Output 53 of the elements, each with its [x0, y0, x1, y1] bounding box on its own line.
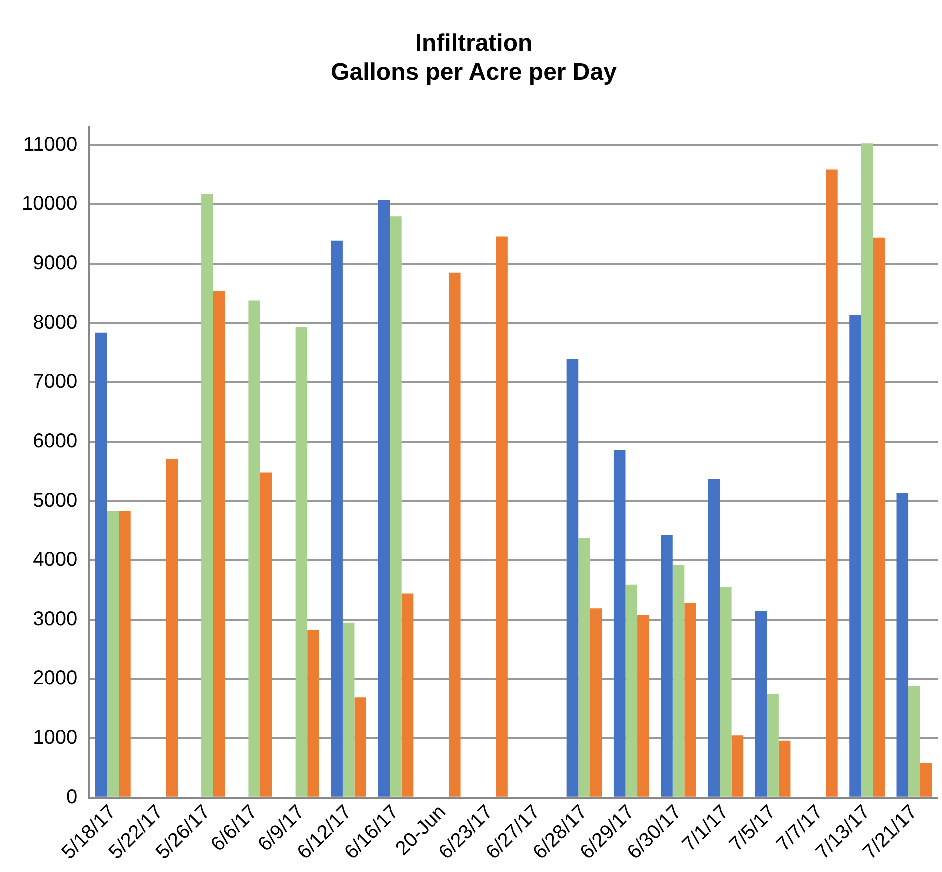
bar [496, 236, 508, 797]
bar [684, 603, 696, 797]
bar [755, 611, 768, 797]
bar [590, 608, 602, 797]
bar [342, 622, 355, 797]
bar [378, 200, 390, 797]
bar [119, 511, 131, 797]
y-tick-label: 5000 [33, 490, 78, 512]
bar [166, 459, 178, 797]
bar [614, 450, 626, 797]
y-tick-label: 2000 [33, 668, 78, 690]
bar [248, 300, 260, 797]
y-tick-label: 4000 [33, 549, 78, 572]
bar [672, 565, 685, 797]
y-tick-label: 11000 [23, 134, 78, 156]
y-tick-label: 8000 [33, 312, 78, 334]
bar [96, 332, 108, 797]
y-tick-label: 6000 [33, 430, 78, 452]
bar [861, 144, 874, 797]
bar [826, 170, 838, 797]
bar [260, 472, 272, 797]
y-tick-label: 10000 [22, 193, 78, 216]
bar [213, 291, 226, 797]
bar [390, 216, 402, 797]
bar [578, 538, 590, 797]
y-tick-label: 9000 [33, 252, 78, 275]
bar [354, 698, 367, 797]
bar [626, 584, 638, 797]
bar [296, 327, 308, 797]
bar [778, 740, 791, 797]
bar [873, 238, 885, 797]
bar [767, 694, 779, 797]
bar [449, 272, 461, 797]
chart-title: Infiltration Gallons per Acre per Day [331, 30, 618, 86]
bar [331, 240, 343, 797]
bar [638, 615, 650, 797]
y-tick-label: 0 [66, 786, 78, 808]
bar [708, 479, 720, 797]
bar [850, 315, 862, 797]
bar [402, 594, 414, 797]
bar [720, 587, 732, 797]
bar [566, 360, 579, 797]
bar [107, 511, 120, 797]
bar [308, 630, 320, 797]
y-tick-label: 1000 [33, 727, 78, 750]
bar [661, 535, 673, 797]
bar [896, 492, 909, 797]
bar [908, 686, 920, 797]
bar [202, 194, 214, 797]
y-tick-label: 7000 [33, 371, 78, 394]
bar [732, 736, 744, 797]
y-tick-label: 3000 [33, 608, 78, 630]
bar [920, 763, 932, 797]
